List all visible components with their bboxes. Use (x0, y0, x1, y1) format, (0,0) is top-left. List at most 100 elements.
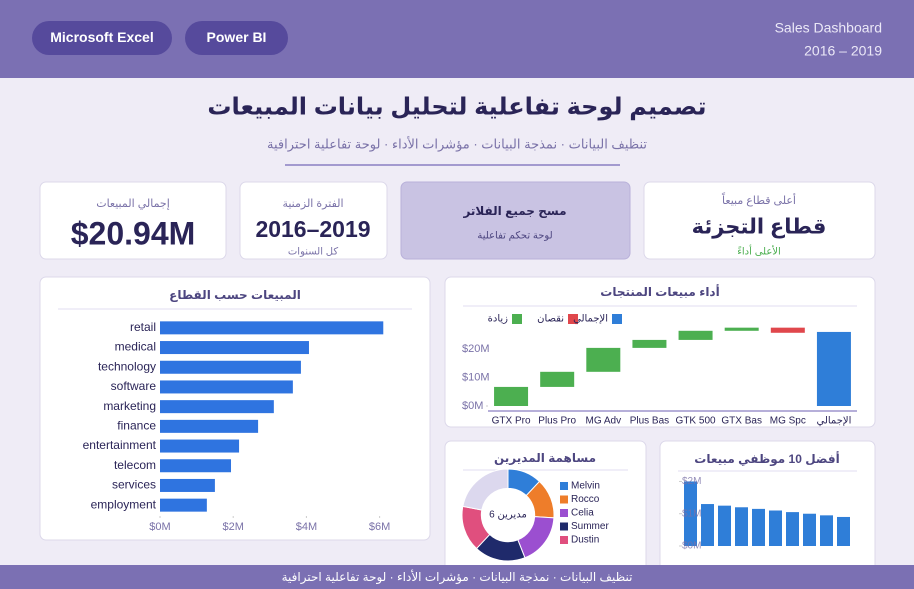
y-tick-label: marketing (103, 399, 156, 413)
bar (752, 508, 765, 546)
legend-swatch (560, 509, 568, 517)
bar (160, 380, 293, 394)
header-title: Sales Dashboard (775, 20, 882, 36)
header-period: 2016 – 2019 (804, 43, 882, 59)
bar (735, 507, 748, 546)
kpi-card (643, 181, 876, 260)
x-tick-label: MG Spc (770, 416, 806, 427)
chart-title: مساهمة المديرين (494, 451, 596, 465)
clear-filters-button[interactable] (400, 181, 631, 260)
x-tick-label: GTX Pro (492, 416, 531, 427)
legend-swatch (512, 314, 522, 324)
waterfall-bar (678, 330, 713, 340)
page-title: تصميم لوحة تفاعلية لتحليل بيانات المبيعا… (207, 93, 706, 120)
y-tick-label: medical (115, 340, 156, 354)
x-tick-label: Plus Bas (630, 416, 669, 427)
kpi-note: كل السنوات (288, 247, 338, 258)
legend-label: Melvin (571, 481, 600, 492)
y-tick-label: finance (117, 419, 156, 433)
bar (803, 513, 816, 546)
legend-label: Rocco (571, 494, 600, 505)
waterfall-bar (540, 371, 575, 387)
y-tick-label: software (111, 379, 157, 393)
kpi-card (239, 181, 388, 260)
excel-button[interactable] (32, 21, 172, 55)
y-tick-label: employment (91, 497, 157, 511)
bar (684, 481, 697, 546)
kpi-value: 2016–2019 (255, 216, 370, 242)
legend-label: Dustin (571, 535, 599, 546)
legend-swatch (560, 536, 568, 544)
chart-title: المبيعات حسب القطاع (169, 288, 301, 302)
x-tick-label: $2M (223, 521, 244, 533)
y-tick-label: entertainment (83, 438, 157, 452)
charts: المبيعات حسب القطاع $0M $2M $4M $6M retail med… (58, 284, 857, 562)
y-tick-label: $10M (462, 371, 490, 383)
powerbi-button-label[interactable]: Power BI (207, 29, 267, 45)
footer-bar (0, 565, 914, 589)
waterfall-bar (494, 386, 529, 406)
kpi-card (39, 181, 227, 260)
powerbi-button[interactable] (185, 21, 288, 55)
bar (160, 360, 301, 374)
x-tick-label: GTX Bas (721, 416, 762, 427)
x-tick-label: $4M (296, 521, 317, 533)
clear-filters-note[interactable]: لوحة تحكم تفاعلية (477, 231, 552, 242)
waterfall-bar (586, 347, 621, 372)
kpi-value: $20.94M (71, 215, 196, 251)
y-tick-label: $0M (682, 541, 701, 552)
legend-label: الإجمالي (573, 314, 608, 325)
bar (160, 341, 309, 355)
clear-filters-label[interactable]: مسح جميع الفلاتر (462, 204, 566, 218)
legend-swatch (560, 482, 568, 490)
bar (160, 400, 274, 414)
x-tick-label: GTK 500 (676, 416, 716, 427)
waterfall-bar (816, 331, 851, 406)
x-tick-label: $6M (369, 521, 390, 533)
y-tick-label: technology (98, 359, 156, 373)
x-tick-label: الإجمالي (817, 416, 852, 427)
chart-title: أفضل 10 موظفي مبيعات (694, 451, 839, 467)
y-tick-label: $20M (462, 343, 490, 355)
legend-label: Summer (571, 521, 609, 532)
bar (769, 510, 782, 546)
kpi-label: أعلى قطاع مبيعاً (722, 191, 796, 206)
bar (160, 439, 240, 453)
donut-slice (462, 468, 509, 511)
y-tick-label: services (112, 478, 156, 492)
y-tick-label: $2M (682, 476, 701, 487)
legend-label: نقصان (537, 314, 564, 325)
y-tick-label: $0M (462, 400, 483, 412)
kpi-value: قطاع التجزئة (692, 216, 827, 239)
page-subtitle: تنظيف البيانات · نمذجة البيانات · مؤشرات… (267, 135, 647, 152)
waterfall-bar (724, 327, 759, 331)
bar (160, 478, 215, 492)
excel-button-label[interactable]: Microsoft Excel (50, 29, 153, 45)
waterfall-bar (632, 339, 667, 348)
x-tick-label: Plus Pro (538, 416, 576, 427)
donut-center-label: 6 مديرين (489, 510, 527, 521)
x-tick-label: MG Adv (586, 416, 622, 427)
chart-title: أداء مبيعات المنتجات (600, 284, 719, 299)
legend-swatch (560, 522, 568, 531)
bar (701, 504, 714, 546)
panel (444, 276, 876, 428)
bar (718, 505, 731, 546)
y-tick-label: telecom (114, 458, 156, 472)
kpi-note: الأعلى أداءً (737, 245, 781, 258)
y-tick-label: $1M (682, 508, 701, 519)
waterfall-bar (770, 327, 805, 333)
legend-swatch (568, 314, 578, 324)
bar (160, 321, 384, 335)
bar (820, 515, 833, 546)
legend-swatch (560, 495, 568, 504)
legend-label: Celia (571, 508, 594, 519)
x-tick-label: $0M (149, 521, 170, 533)
y-tick-label: retail (130, 320, 156, 334)
bar (160, 459, 232, 473)
legend-swatch (612, 314, 622, 324)
bar (160, 419, 259, 433)
bar (837, 516, 850, 546)
